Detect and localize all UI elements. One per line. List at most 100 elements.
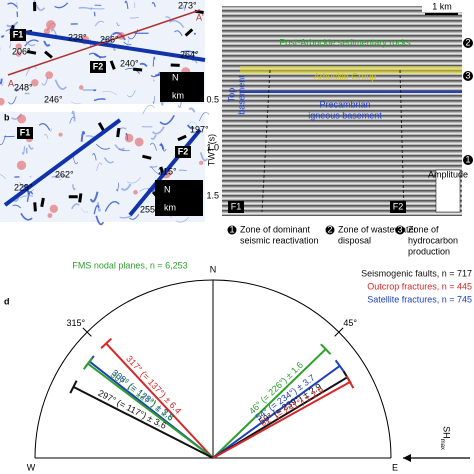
angle-label: 255° bbox=[140, 204, 159, 214]
fracture bbox=[101, 34, 113, 41]
north: N bbox=[172, 72, 179, 82]
arrow bbox=[78, 193, 83, 203]
anomaly bbox=[58, 132, 63, 137]
direction: E bbox=[392, 462, 398, 472]
arrow bbox=[116, 127, 121, 138]
orientation-line bbox=[87, 362, 214, 459]
fracture bbox=[104, 201, 120, 212]
arrow bbox=[40, 197, 45, 208]
fracture bbox=[152, 96, 155, 104]
shmax-head bbox=[403, 454, 411, 462]
fracture bbox=[96, 143, 111, 150]
anomaly bbox=[78, 85, 84, 90]
fracture bbox=[97, 202, 102, 212]
arc-tick bbox=[82, 327, 92, 337]
fracture bbox=[12, 204, 22, 209]
anomaly bbox=[15, 43, 22, 50]
anomaly bbox=[0, 97, 5, 106]
fracture bbox=[90, 7, 105, 10]
top-basement-label: Top bbox=[226, 88, 236, 103]
fracture bbox=[159, 115, 175, 125]
direction: N bbox=[210, 264, 217, 274]
scale: km bbox=[164, 202, 176, 212]
legend-marker bbox=[227, 225, 237, 235]
orientation-cap bbox=[100, 337, 112, 349]
fracture bbox=[188, 107, 196, 113]
fracture bbox=[176, 217, 189, 223]
fracture bbox=[24, 40, 36, 47]
anomaly bbox=[133, 190, 138, 195]
zone-marker bbox=[463, 155, 473, 165]
orientation-line bbox=[212, 381, 351, 459]
colorbar-label: Amplitude bbox=[428, 169, 468, 179]
fracture bbox=[21, 146, 26, 155]
fracture bbox=[43, 133, 49, 140]
unit-label: Arbuckle Group bbox=[314, 71, 377, 81]
anomaly bbox=[49, 204, 58, 213]
fracture bbox=[16, 2, 19, 10]
anomaly bbox=[31, 79, 39, 87]
angle-label: 273° bbox=[178, 0, 197, 10]
legend-number: 1 bbox=[229, 224, 234, 234]
legend-number: 3 bbox=[397, 224, 402, 234]
fracture bbox=[7, 2, 18, 8]
anomaly bbox=[46, 20, 56, 30]
colorbar bbox=[435, 169, 461, 213]
angle-label: 229° bbox=[14, 182, 33, 192]
angle-label: 197° bbox=[190, 124, 209, 134]
fracture bbox=[93, 11, 96, 17]
legend-text: hydrocarbon bbox=[408, 235, 458, 245]
fracture bbox=[38, 123, 51, 131]
fracture bbox=[96, 162, 103, 171]
anomaly bbox=[15, 51, 22, 57]
anomaly bbox=[134, 137, 144, 147]
fault-box bbox=[17, 127, 33, 139]
fracture bbox=[116, 22, 120, 26]
fracture bbox=[81, 208, 89, 213]
fracture bbox=[103, 157, 115, 164]
legend-text: Zone of wastewater bbox=[338, 224, 417, 234]
arrow bbox=[44, 50, 53, 59]
fracture bbox=[174, 30, 183, 37]
shmax-subscript: max bbox=[439, 439, 445, 450]
fracture bbox=[29, 175, 32, 178]
anomaly bbox=[47, 213, 53, 218]
orientation-cap bbox=[320, 343, 332, 355]
section-line bbox=[7, 9, 201, 76]
fault-box bbox=[90, 61, 106, 73]
fault bbox=[399, 69, 405, 213]
fracture bbox=[169, 19, 185, 28]
fracture bbox=[0, 78, 3, 85]
arc-tick-label: 315° bbox=[67, 318, 86, 328]
fault-label: F1 bbox=[20, 127, 31, 137]
orientation-line bbox=[212, 348, 327, 459]
fracture bbox=[129, 17, 139, 19]
fracture bbox=[118, 149, 130, 152]
scale: 1 km bbox=[432, 1, 452, 11]
fracture bbox=[8, 96, 17, 105]
anomaly bbox=[199, 160, 204, 165]
zone-marker bbox=[463, 38, 473, 48]
fracture bbox=[116, 182, 120, 192]
fracture bbox=[127, 90, 136, 98]
fracture bbox=[50, 128, 52, 132]
arc-tick-label: 45° bbox=[343, 318, 357, 328]
arbuckle-band bbox=[240, 66, 462, 74]
angle-label: 246° bbox=[44, 94, 63, 104]
fracture bbox=[0, 135, 6, 145]
orientation-line bbox=[72, 385, 214, 459]
fracture bbox=[95, 215, 105, 226]
fracture bbox=[124, 68, 141, 74]
angle-label: 206° bbox=[12, 46, 31, 56]
fracture bbox=[92, 153, 97, 161]
panel-label: d bbox=[4, 296, 10, 306]
fault-box bbox=[390, 201, 406, 213]
fracture bbox=[89, 191, 99, 203]
fracture bbox=[139, 62, 148, 68]
fracture bbox=[24, 39, 39, 47]
top-basement-label: basement bbox=[236, 75, 246, 115]
fracture bbox=[85, 135, 95, 138]
fracture bbox=[124, 0, 129, 10]
